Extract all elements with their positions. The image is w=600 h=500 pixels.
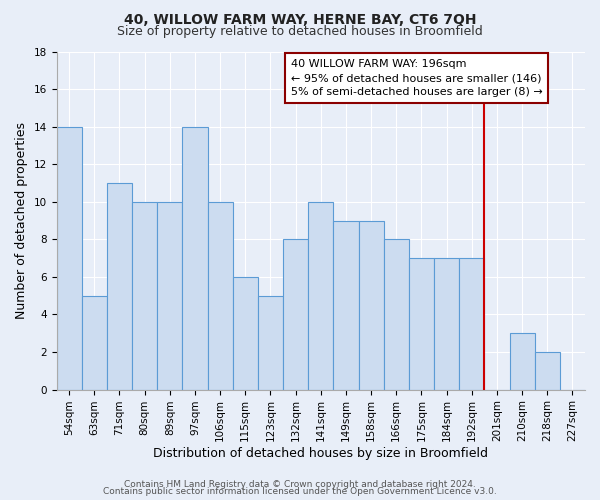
Bar bbox=[182, 126, 208, 390]
Text: Contains public sector information licensed under the Open Government Licence v3: Contains public sector information licen… bbox=[103, 487, 497, 496]
Bar bbox=[359, 220, 383, 390]
Bar bbox=[334, 220, 359, 390]
Bar bbox=[459, 258, 484, 390]
Bar bbox=[535, 352, 560, 390]
Bar bbox=[56, 126, 82, 390]
Bar bbox=[233, 277, 258, 390]
Bar bbox=[157, 202, 182, 390]
Bar bbox=[308, 202, 334, 390]
Bar bbox=[208, 202, 233, 390]
Bar bbox=[283, 240, 308, 390]
Bar bbox=[409, 258, 434, 390]
Bar bbox=[383, 240, 409, 390]
Bar bbox=[258, 296, 283, 390]
Text: Size of property relative to detached houses in Broomfield: Size of property relative to detached ho… bbox=[117, 25, 483, 38]
Bar bbox=[82, 296, 107, 390]
Text: 40, WILLOW FARM WAY, HERNE BAY, CT6 7QH: 40, WILLOW FARM WAY, HERNE BAY, CT6 7QH bbox=[124, 12, 476, 26]
Text: 40 WILLOW FARM WAY: 196sqm
← 95% of detached houses are smaller (146)
5% of semi: 40 WILLOW FARM WAY: 196sqm ← 95% of deta… bbox=[290, 59, 542, 97]
Bar bbox=[434, 258, 459, 390]
X-axis label: Distribution of detached houses by size in Broomfield: Distribution of detached houses by size … bbox=[153, 447, 488, 460]
Bar bbox=[509, 333, 535, 390]
Bar bbox=[132, 202, 157, 390]
Y-axis label: Number of detached properties: Number of detached properties bbox=[15, 122, 28, 319]
Text: Contains HM Land Registry data © Crown copyright and database right 2024.: Contains HM Land Registry data © Crown c… bbox=[124, 480, 476, 489]
Bar bbox=[107, 183, 132, 390]
